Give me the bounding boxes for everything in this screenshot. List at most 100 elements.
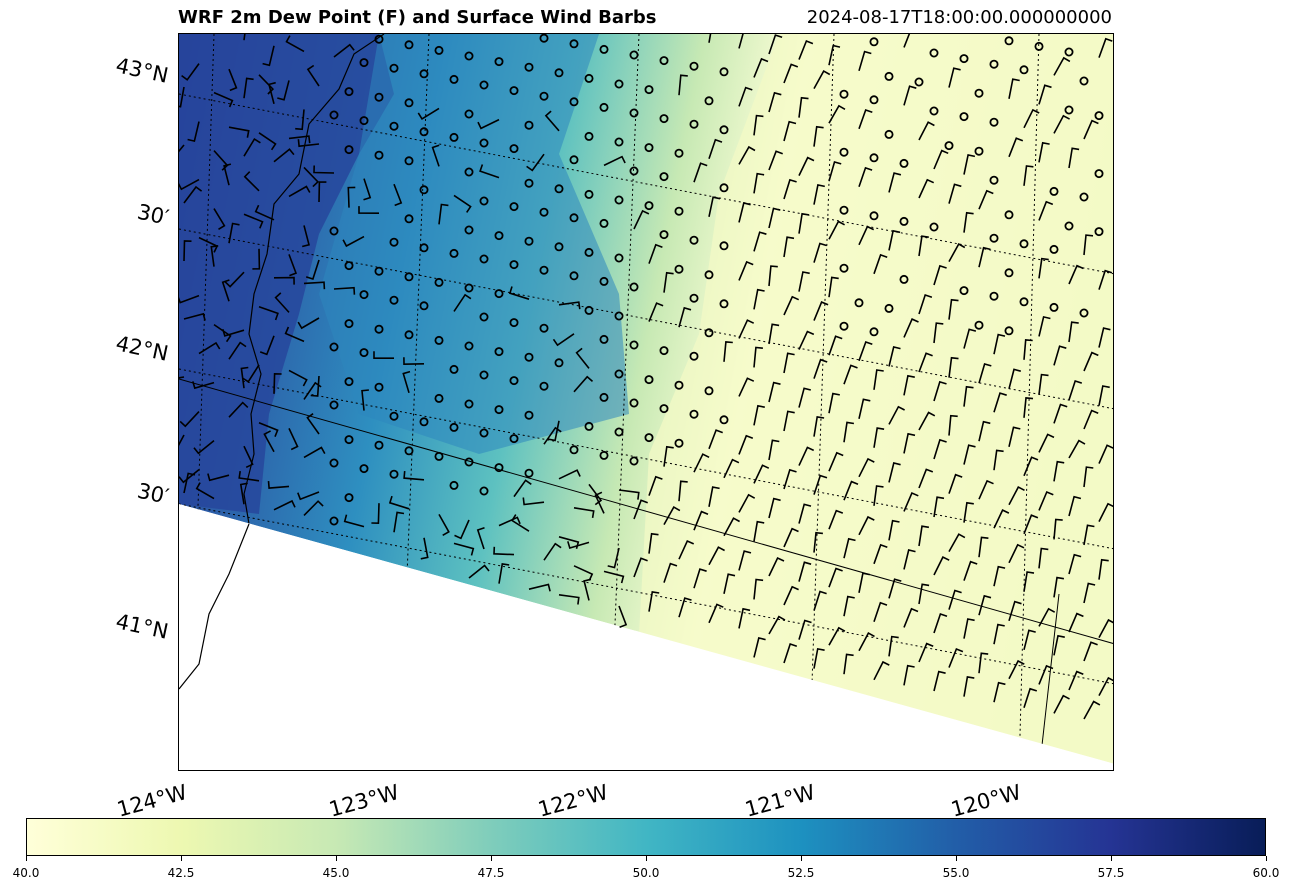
wind-barb [258, 306, 279, 321]
calm-wind-circle [359, 116, 369, 126]
inland-moist-zone [319, 34, 629, 454]
wind-barb [798, 561, 812, 582]
calm-wind-circle [944, 141, 954, 151]
wind-barb [228, 401, 249, 418]
wind-barb [210, 245, 219, 267]
wind-barb [1098, 502, 1113, 522]
wind-barb [284, 326, 305, 343]
calm-wind-circle [644, 85, 654, 95]
wind-barb [243, 137, 261, 157]
wind-barb [723, 517, 740, 537]
wind-barb [798, 271, 810, 292]
wind-barb [798, 387, 811, 408]
wind-barb [1068, 553, 1082, 575]
state-border [179, 378, 1113, 644]
wind-barb [1038, 373, 1049, 395]
calm-wind-circle [839, 147, 849, 157]
wind-barb [228, 341, 247, 360]
calm-wind-circle [554, 184, 564, 194]
wind-barb [708, 429, 723, 450]
calm-wind-circle [569, 155, 579, 165]
wind-barb [903, 318, 919, 338]
wind-barb [963, 154, 976, 175]
wind-barb [295, 109, 305, 131]
calm-wind-circle [959, 54, 969, 64]
wind-barb [918, 583, 930, 605]
wind-barb [403, 471, 425, 481]
wind-barb [313, 165, 335, 174]
wind-barb [453, 542, 475, 556]
wind-barb [438, 514, 450, 536]
wind-barb [243, 77, 254, 99]
wind-barb [678, 539, 695, 560]
wind-barb [738, 607, 751, 629]
wind-barb [933, 380, 947, 402]
wind-barb [813, 242, 827, 263]
wind-barb [813, 184, 825, 205]
wind-barb [285, 35, 305, 53]
wind-barb [843, 364, 858, 385]
calm-wind-circle [434, 451, 444, 461]
calm-wind-circle [614, 311, 624, 321]
wind-barb [1008, 426, 1021, 447]
calm-wind-circle [989, 59, 999, 69]
state-border-east [1038, 593, 1060, 770]
calm-wind-circle [464, 225, 474, 235]
calm-wind-circle [719, 415, 729, 425]
colorbar-tick [335, 856, 337, 861]
calm-wind-circle [329, 226, 339, 236]
calm-wind-circle [419, 243, 429, 253]
wind-barb [258, 74, 275, 95]
wind-barb [858, 166, 873, 188]
wind-barb [403, 357, 425, 366]
wind-barb [963, 560, 978, 581]
wind-barb [768, 323, 780, 345]
calm-wind-circle [839, 263, 849, 273]
wind-barb [783, 236, 795, 258]
wind-barb [828, 335, 843, 356]
wind-barb [708, 603, 724, 624]
calm-wind-circle [389, 63, 399, 73]
calm-wind-circle [479, 370, 489, 380]
wind-barb [783, 295, 800, 316]
wind-barb [828, 626, 846, 646]
wind-barb [648, 302, 664, 322]
calm-wind-circle [704, 386, 714, 396]
wind-barb [903, 491, 919, 512]
calm-wind-circle [599, 102, 609, 112]
wind-barb [738, 550, 752, 571]
wind-barb [1008, 543, 1025, 564]
wind-barb [1098, 37, 1113, 58]
wind-barb [1023, 108, 1040, 129]
wind-barb [873, 253, 888, 275]
wind-barb [254, 204, 275, 221]
wind-barb [738, 493, 756, 513]
wind-barb [273, 276, 295, 285]
calm-wind-circle [419, 69, 429, 79]
map-panel [178, 33, 1114, 771]
wind-barb [1053, 403, 1068, 424]
wind-barb [1023, 629, 1036, 650]
wind-barb [933, 496, 945, 518]
wind-barb [708, 486, 720, 507]
calm-wind-circle [629, 340, 639, 350]
wind-barb [753, 114, 764, 136]
wind-barb [738, 34, 744, 49]
wind-barb [708, 138, 723, 160]
wind-barb [618, 489, 640, 500]
wind-barb [288, 428, 299, 451]
wind-barb [183, 240, 192, 262]
wind-barb [813, 415, 825, 437]
calm-wind-circle [524, 468, 534, 478]
wind-barb [1038, 141, 1050, 163]
calm-wind-circle [1079, 76, 1089, 86]
calm-wind-circle [374, 92, 384, 102]
wind-barb [873, 660, 890, 681]
wind-barb [548, 420, 560, 442]
wind-barb [738, 319, 755, 339]
colorbar [26, 818, 1266, 856]
wind-barb [310, 375, 320, 397]
calm-wind-circle [449, 74, 459, 84]
wind-barb [903, 34, 911, 48]
calm-wind-circle [449, 480, 459, 490]
